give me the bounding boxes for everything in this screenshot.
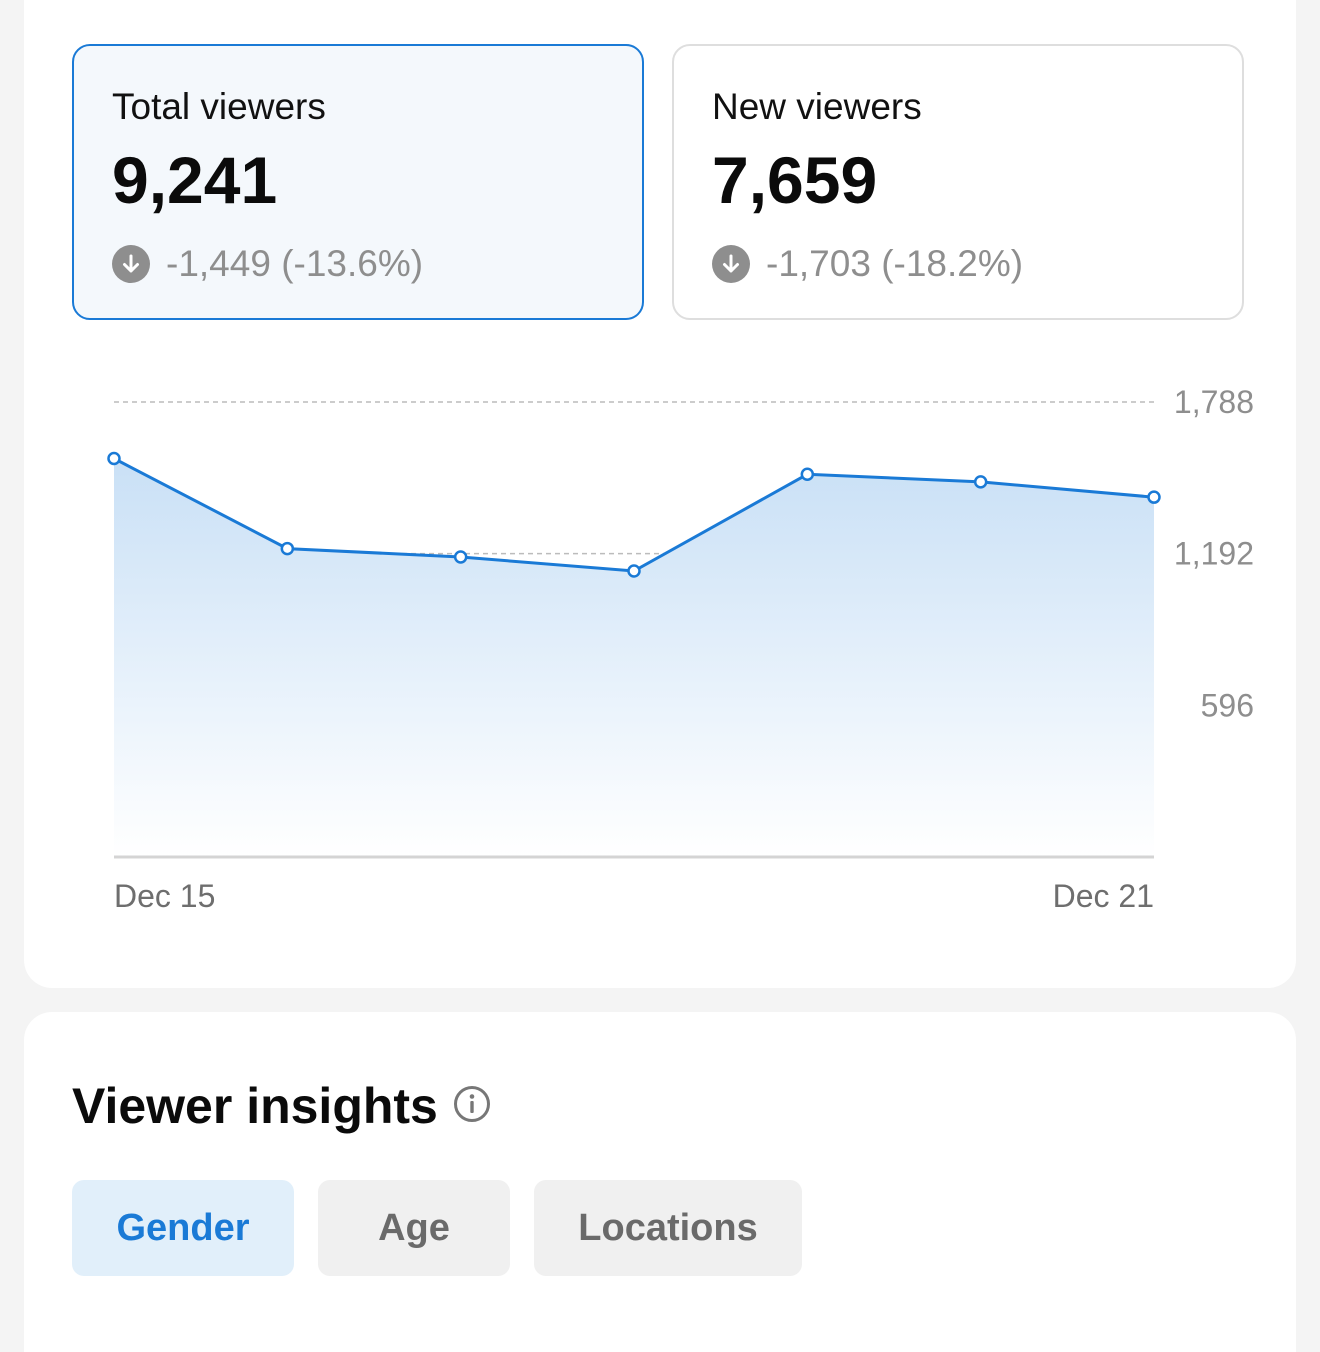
arrow-down-circle-icon [712,245,750,283]
arrow-down-circle-icon [112,245,150,283]
data-point[interactable] [107,451,121,466]
data-point[interactable] [280,541,295,556]
section-title: Viewer insights [72,1076,492,1136]
x-tick-label: Dec 21 [1053,878,1154,914]
data-point[interactable] [453,550,468,564]
y-tick-label: 1,192 [1174,536,1254,572]
tab-gender[interactable]: Gender [72,1180,294,1276]
data-point[interactable] [627,564,641,578]
metric-delta: -1,703 (-18.2%) [712,242,1023,286]
metric-delta-text: -1,703 (-18.2%) [766,243,1024,284]
metric-value: 7,659 [712,143,878,217]
viewers-chart: 596 1,192 1,788 Dec 15 Dec 21 [107,384,1254,914]
metric-new-viewers[interactable]: New viewers 7,659 -1,703 (-18.2%) [672,44,1244,320]
metric-label: New viewers [712,86,922,127]
x-tick-label: Dec 15 [114,878,215,914]
tab-age[interactable]: Age [318,1180,510,1276]
data-point[interactable] [973,475,988,489]
viewer-insights-card: Viewer insights Gender Age Locations [24,1012,1296,1352]
chart-area-fill [114,458,1154,857]
viewers-card: Total viewers 9,241 -1,449 (-13.6%) New … [24,0,1296,988]
data-point[interactable] [800,467,815,482]
data-point[interactable] [1147,490,1161,504]
section-title-text: Viewer insights [72,1078,438,1134]
metric-total-viewers[interactable]: Total viewers 9,241 -1,449 (-13.6%) [72,44,644,320]
y-tick-label: 1,788 [1174,384,1254,420]
info-icon[interactable] [452,1078,492,1136]
metric-value: 9,241 [112,143,278,217]
metric-label: Total viewers [112,86,326,127]
y-tick-label: 596 [1201,687,1254,723]
metric-delta: -1,449 (-13.6%) [112,242,423,286]
tab-locations[interactable]: Locations [534,1180,802,1276]
metric-delta-text: -1,449 (-13.6%) [166,243,424,284]
